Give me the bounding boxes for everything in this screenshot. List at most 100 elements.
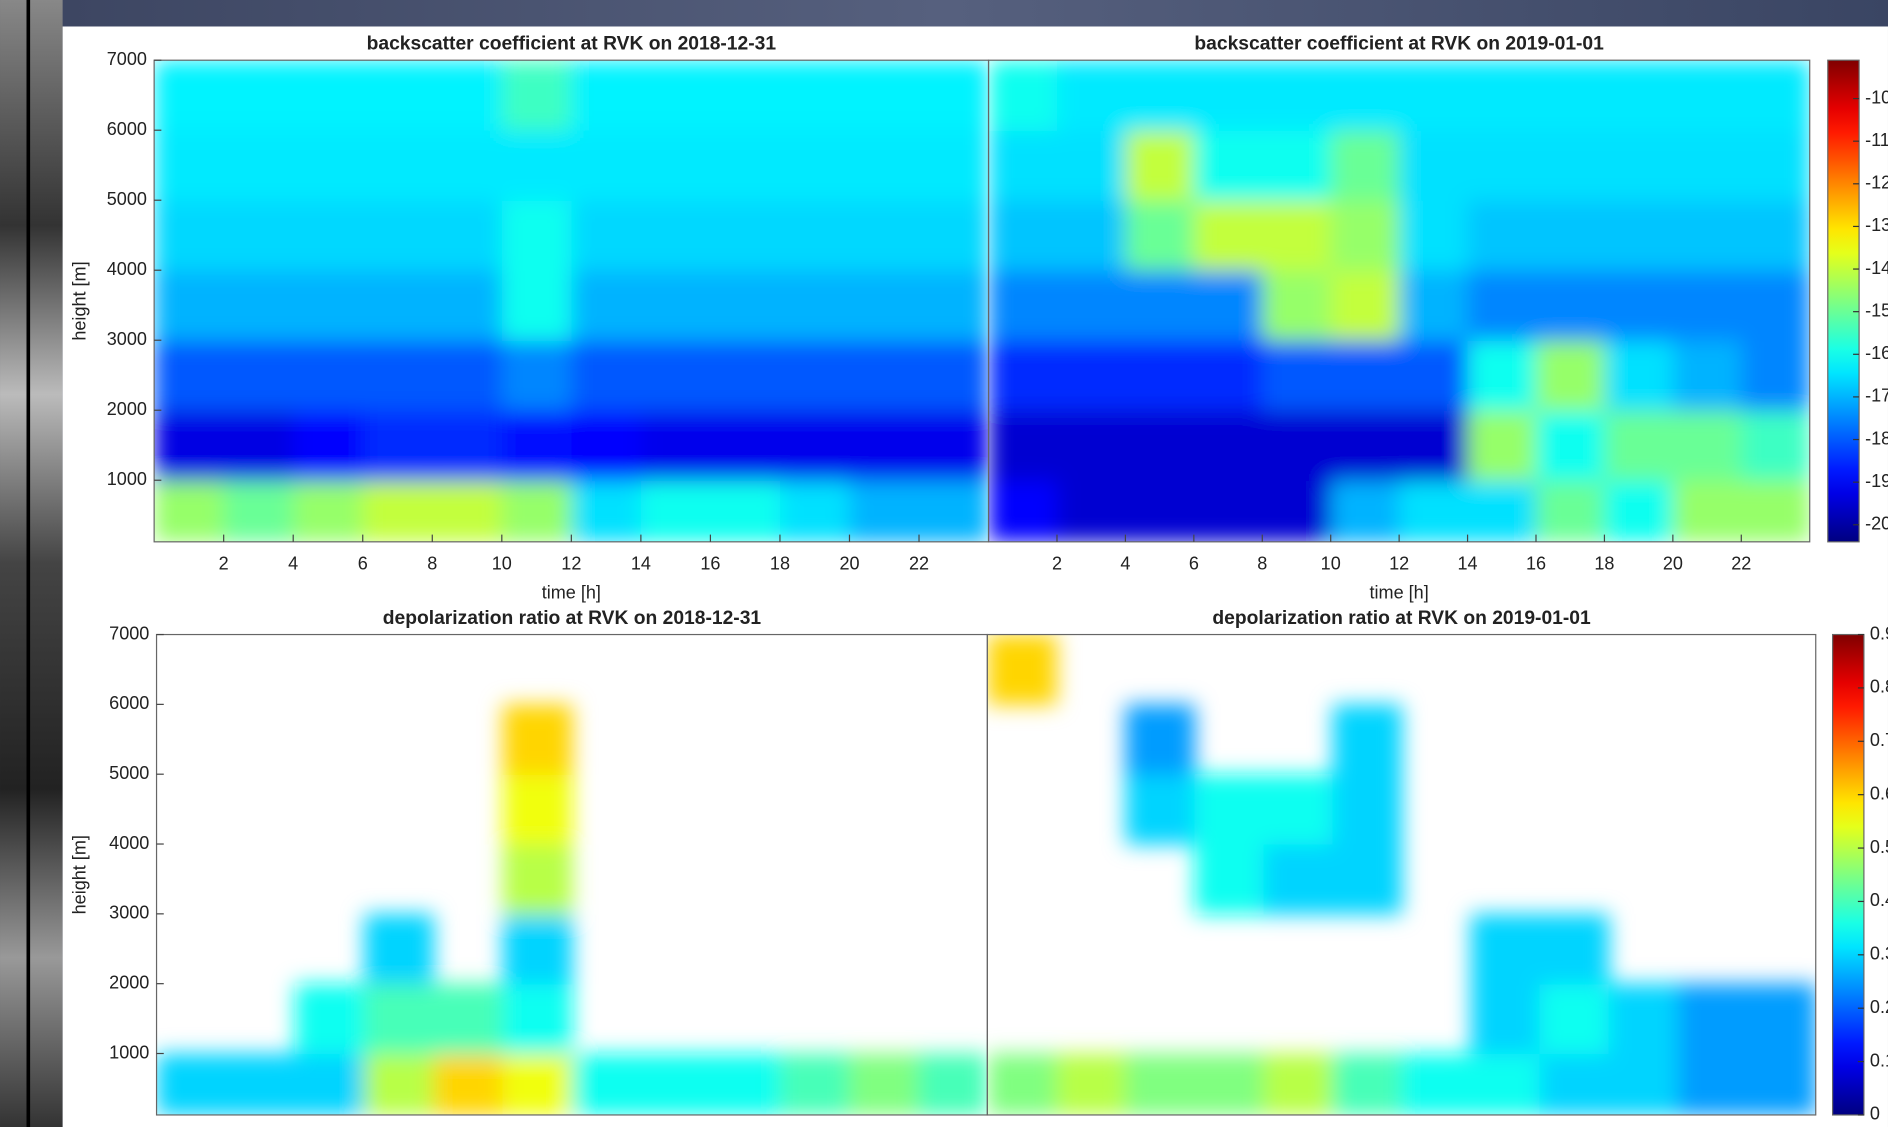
heatmap-cell bbox=[987, 1053, 1057, 1115]
colorbar-tick-label: 0.1 bbox=[1870, 1050, 1888, 1070]
heatmap-cell bbox=[362, 60, 433, 131]
heatmap-cell bbox=[919, 130, 989, 201]
heatmap-cell bbox=[641, 1053, 712, 1115]
colorbar-tick-label: -12 bbox=[1865, 173, 1888, 193]
y-tick-label: 2000 bbox=[107, 399, 147, 419]
heatmap-cell bbox=[1193, 340, 1263, 411]
heatmap-cell bbox=[1125, 60, 1195, 131]
heatmap-cell bbox=[362, 130, 433, 201]
heatmap-cell bbox=[849, 200, 920, 271]
heatmap-cell bbox=[710, 60, 781, 131]
y-axis-label: height [m] bbox=[69, 835, 89, 914]
heatmap-cell bbox=[1056, 270, 1127, 341]
heatmap-cell bbox=[1330, 130, 1400, 201]
heatmap-cell bbox=[710, 340, 781, 411]
heatmap-cell bbox=[362, 410, 433, 481]
heatmap-cell bbox=[502, 983, 573, 1055]
heatmap-cell bbox=[779, 1053, 850, 1115]
chart-title: depolarization ratio at RVK on 2018-12-3… bbox=[383, 608, 762, 629]
heatmap-cell bbox=[849, 410, 920, 481]
heatmap-cell bbox=[154, 270, 225, 341]
heatmap bbox=[988, 60, 1810, 542]
heatmap-cell bbox=[571, 60, 642, 131]
heatmap-cell bbox=[779, 270, 851, 341]
heatmap-cell bbox=[988, 340, 1058, 411]
heatmap-cell bbox=[502, 913, 573, 985]
x-tick-label: 10 bbox=[492, 553, 512, 573]
heatmap-cell bbox=[1194, 844, 1265, 915]
colorbar-tick-label: 0 bbox=[1870, 1104, 1880, 1124]
heatmap-cell bbox=[362, 340, 433, 411]
heatmap-cell bbox=[849, 270, 920, 341]
heatmap-cell bbox=[1399, 480, 1469, 542]
heatmap-cell bbox=[1194, 1053, 1265, 1115]
x-tick-label: 20 bbox=[1663, 553, 1683, 573]
heatmap-cell bbox=[1535, 200, 1606, 271]
heatmap-cell bbox=[1741, 410, 1810, 481]
colorbar bbox=[1827, 59, 1860, 543]
heatmap-cell bbox=[779, 60, 851, 131]
heatmap-cell bbox=[1470, 913, 1541, 985]
heatmap-cell bbox=[640, 270, 712, 341]
heatmap-cell bbox=[1125, 704, 1196, 775]
heatmap-cell bbox=[364, 913, 435, 985]
heatmap-cell bbox=[293, 340, 364, 411]
heatmap-cell bbox=[779, 410, 851, 481]
colorbar-tick-label: 0.5 bbox=[1870, 837, 1888, 857]
side-line bbox=[26, 0, 31, 1127]
heatmap-cell bbox=[1125, 200, 1195, 271]
heatmap-cell bbox=[1608, 1053, 1679, 1115]
heatmap-cell bbox=[1262, 480, 1332, 542]
heatmap-cell bbox=[988, 410, 1058, 481]
heatmap-cell bbox=[1467, 410, 1537, 481]
heatmap-cell bbox=[1470, 1053, 1541, 1115]
colorbar-tick-label: 0.9 bbox=[1870, 623, 1888, 643]
heatmap-cell bbox=[362, 200, 433, 271]
x-tick-label: 4 bbox=[288, 553, 298, 573]
heatmap-cell bbox=[1193, 480, 1263, 542]
heatmap-cell bbox=[432, 410, 503, 481]
plot-area bbox=[988, 60, 1810, 542]
plot-area bbox=[154, 60, 989, 542]
heatmap-cell bbox=[1672, 270, 1742, 341]
heatmap-cell bbox=[293, 60, 364, 131]
heatmap-cell bbox=[1604, 480, 1674, 542]
heatmap-cell bbox=[710, 480, 781, 542]
x-tick-label: 16 bbox=[700, 553, 720, 573]
heatmap-cell bbox=[988, 270, 1058, 341]
y-tick-label: 3000 bbox=[109, 903, 149, 923]
heatmap-cell bbox=[1262, 410, 1332, 481]
x-axis-label: time [h] bbox=[542, 582, 601, 602]
heatmap-cell bbox=[1604, 60, 1674, 131]
heatmap-cell bbox=[1332, 844, 1403, 915]
side-image bbox=[0, 0, 63, 1127]
heatmap-cell bbox=[1193, 200, 1263, 271]
heatmap-cell bbox=[223, 410, 294, 481]
heatmap-cell bbox=[571, 1053, 642, 1115]
axes-box bbox=[986, 633, 1817, 1116]
heatmap-cell bbox=[501, 270, 572, 341]
heatmap-cell bbox=[1467, 270, 1537, 341]
heatmap-cell bbox=[295, 983, 365, 1055]
heatmap-cell bbox=[779, 130, 851, 201]
heatmap bbox=[987, 634, 1816, 1115]
heatmap-cell bbox=[293, 410, 364, 481]
plot-area bbox=[156, 704, 988, 1115]
heatmap-cell bbox=[571, 270, 642, 341]
heatmap-cell bbox=[502, 844, 573, 915]
x-tick-label: 8 bbox=[1257, 553, 1267, 573]
heatmap-cell bbox=[710, 130, 781, 201]
x-tick-label: 20 bbox=[839, 553, 859, 573]
heatmap-cell bbox=[1399, 200, 1469, 271]
heatmap-cell bbox=[1330, 340, 1400, 411]
heatmap-cell bbox=[432, 340, 503, 411]
heatmap-cell bbox=[1193, 130, 1263, 201]
x-tick-label: 16 bbox=[1526, 553, 1546, 573]
heatmap-cell bbox=[293, 130, 364, 201]
colorbar-tick-label: -19 bbox=[1865, 471, 1888, 491]
colorbar-tick-label: -13 bbox=[1865, 215, 1888, 235]
heatmap-cell bbox=[1535, 130, 1606, 201]
heatmap-cell bbox=[571, 410, 642, 481]
heatmap-cell bbox=[1330, 200, 1400, 271]
y-tick-label: 4000 bbox=[107, 259, 147, 279]
